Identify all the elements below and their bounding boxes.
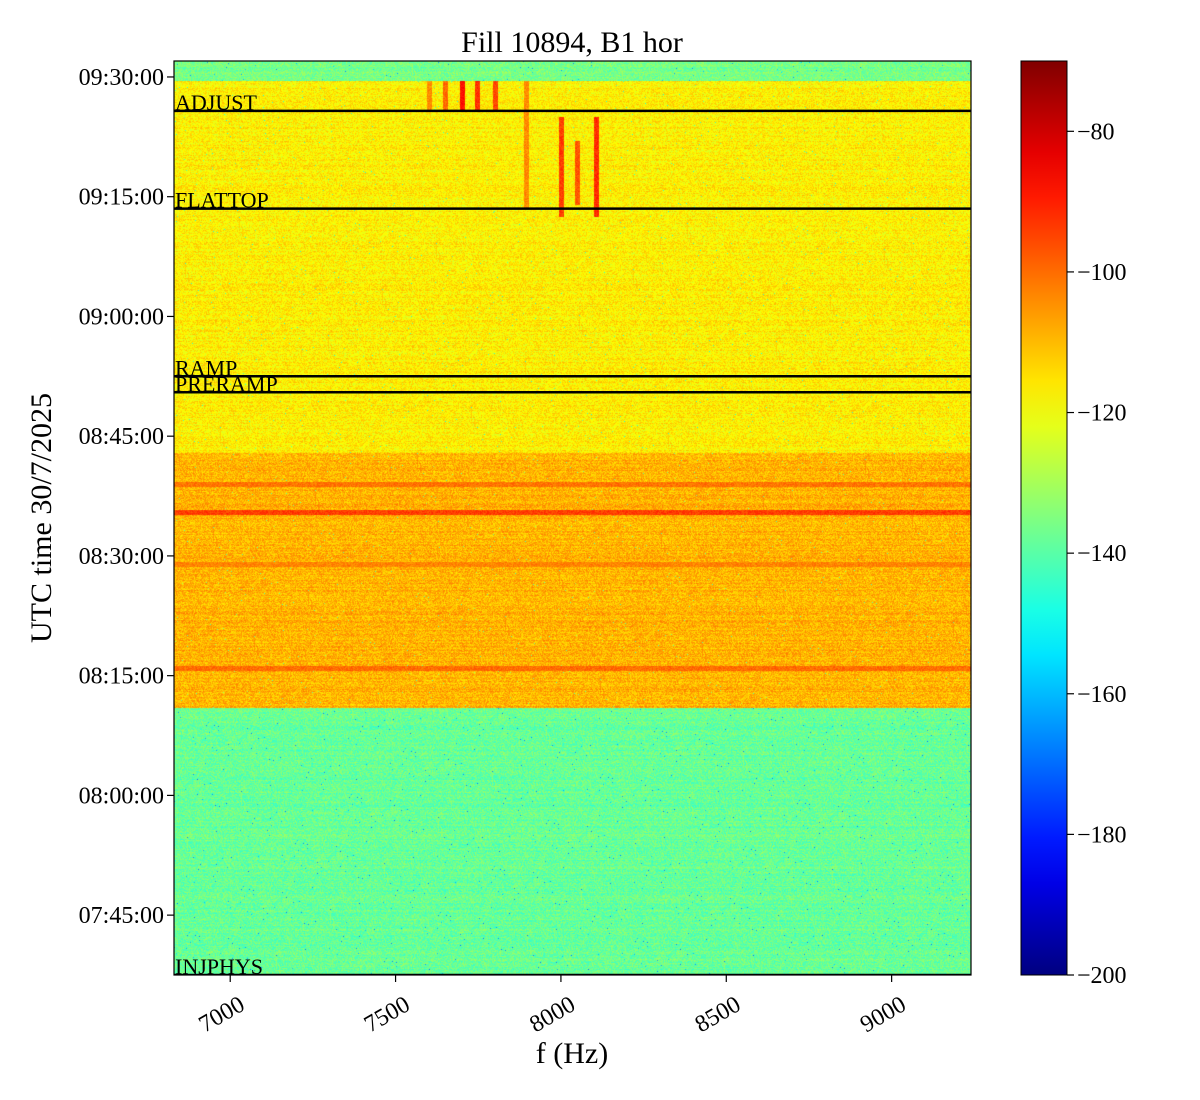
colorbar-tick-label: −180 bbox=[1077, 822, 1127, 848]
y-tick-label: 08:45:00 bbox=[79, 424, 164, 450]
x-tick-label: 7500 bbox=[360, 992, 415, 1039]
x-tick-label: 8500 bbox=[691, 992, 746, 1039]
colorbar-ticks: −200 −180 −160 −140 −120 −100 −80 bbox=[1067, 119, 1127, 989]
y-tick-label: 07:45:00 bbox=[79, 903, 164, 929]
x-axis-label: f (Hz) bbox=[536, 1037, 608, 1070]
y-tick-label: 09:15:00 bbox=[79, 185, 164, 211]
x-tick-label: 7000 bbox=[195, 992, 250, 1039]
phase-label: FLATTOP bbox=[175, 188, 269, 213]
phase-label: INJPHYS bbox=[175, 954, 263, 979]
y-axis-ticks: 07:45:00 08:00:00 08:15:00 08:30:00 08:45:00… bbox=[79, 65, 174, 929]
chart-title: Fill 10894, B1 hor bbox=[461, 26, 683, 59]
y-tick-label: 08:30:00 bbox=[79, 544, 164, 570]
x-tick-label: 9000 bbox=[856, 992, 911, 1039]
y-tick-label: 08:15:00 bbox=[79, 664, 164, 690]
colorbar-tick-label: −160 bbox=[1077, 682, 1127, 708]
colorbar-tick-label: −140 bbox=[1077, 541, 1127, 567]
y-tick-label: 08:00:00 bbox=[79, 783, 164, 809]
phase-label: ADJUST bbox=[175, 90, 257, 115]
colorbar-tick-label: −200 bbox=[1077, 963, 1127, 989]
x-axis-ticks: 7000 7500 8000 8500 9000 bbox=[195, 975, 911, 1038]
x-tick-label: 8000 bbox=[525, 992, 580, 1039]
y-tick-label: 09:00:00 bbox=[79, 304, 164, 330]
phase-label: RAMP bbox=[175, 355, 237, 380]
colorbar bbox=[1020, 60, 1068, 976]
heatmap-image bbox=[174, 61, 971, 975]
y-axis-label: UTC time 30/7/2025 bbox=[25, 393, 58, 643]
colorbar-tick-label: −100 bbox=[1077, 260, 1127, 286]
y-tick-label: 09:30:00 bbox=[79, 65, 164, 91]
colorbar-tick-label: −120 bbox=[1077, 401, 1127, 427]
colorbar-tick-label: −80 bbox=[1077, 119, 1115, 145]
plot-frame bbox=[173, 60, 972, 976]
